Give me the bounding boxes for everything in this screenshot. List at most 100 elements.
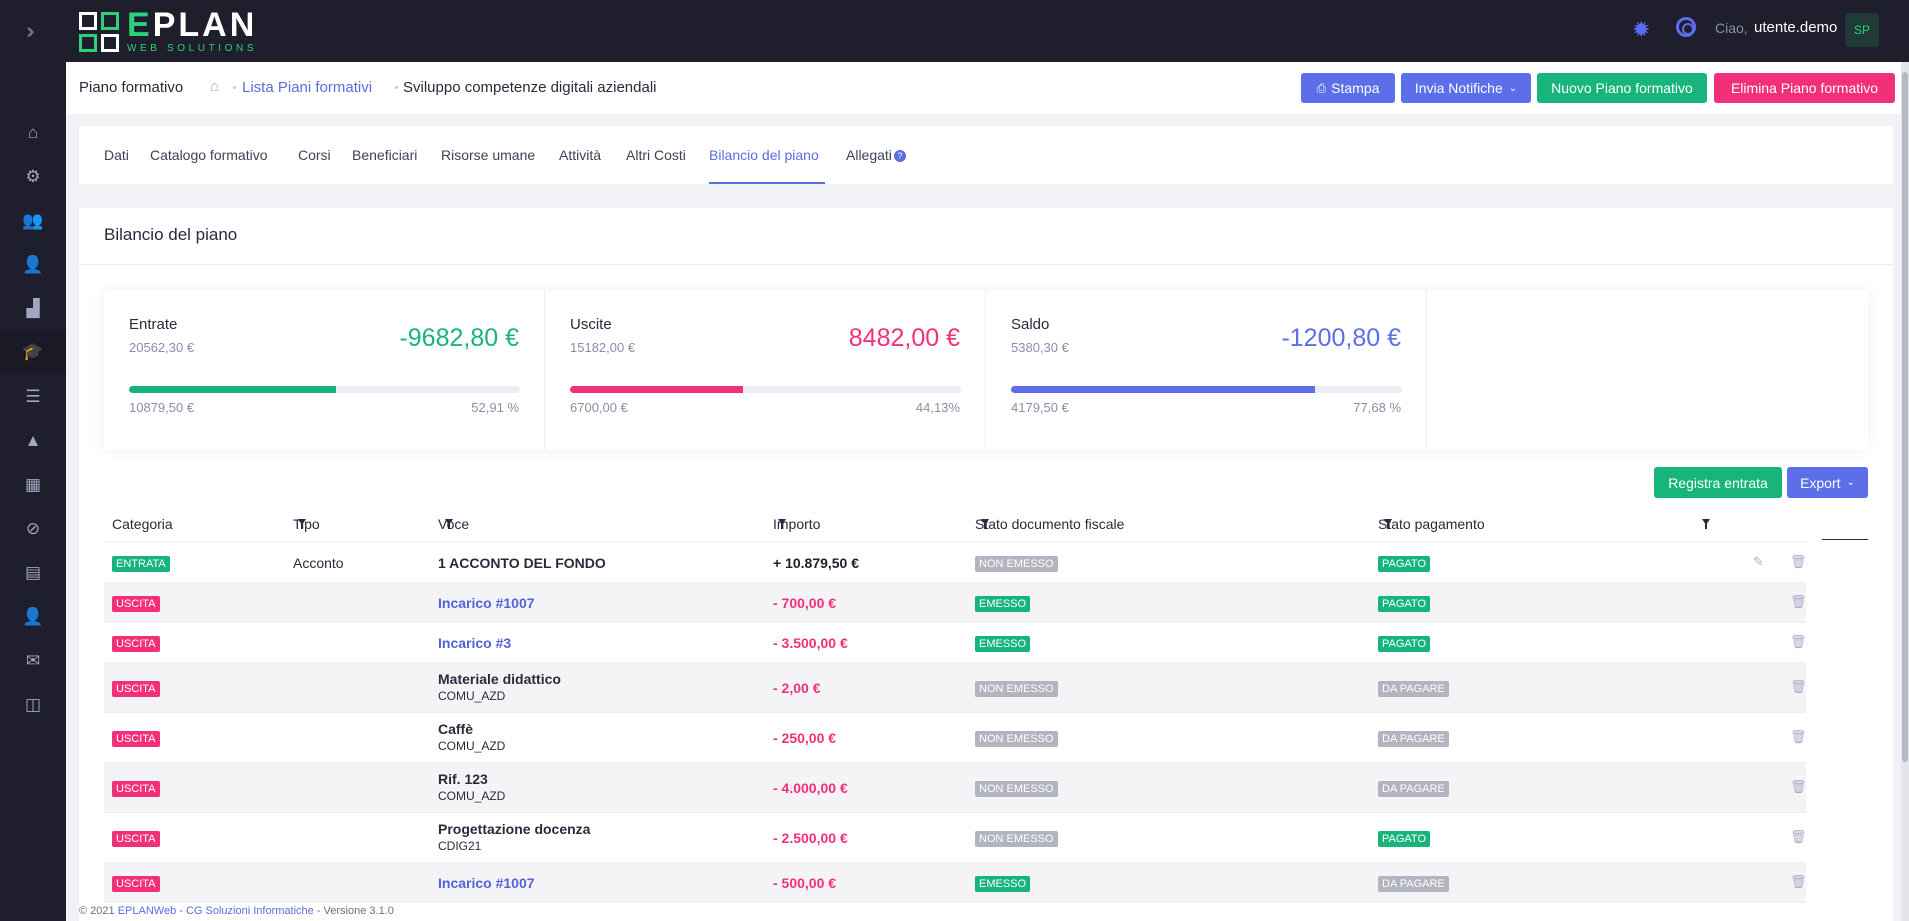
stat-value: -9682,80 € (399, 324, 519, 352)
tab-attivita[interactable]: Attività (559, 147, 602, 163)
trash-icon[interactable]: 🗑 (1790, 779, 1807, 794)
support-icon[interactable] (1676, 17, 1696, 37)
trash-icon[interactable]: 🗑 (1790, 679, 1807, 694)
trash-icon[interactable]: 🗑 (1790, 554, 1807, 569)
category-badge: ENTRATA (112, 556, 170, 572)
progress-fill (1011, 386, 1315, 393)
column-header-voce[interactable]: Voce (438, 516, 470, 532)
category-badge: USCITA (112, 681, 160, 697)
stat-percent: 52,91 % (471, 400, 519, 415)
table-row[interactable]: USCITA Incarico #1007 - 700,00 € EMESSO … (104, 583, 1807, 623)
user-lock-icon[interactable]: 👤 (22, 607, 44, 626)
user-icon[interactable]: 👤 (22, 255, 44, 274)
table-row[interactable]: USCITA Progettazione docenza CDIG21 - 2.… (104, 813, 1807, 863)
analytics-icon[interactable]: ◫ (24, 695, 42, 714)
progress-bar (570, 386, 961, 393)
table-row[interactable]: ENTRATA Acconto 1 ACCONTO DEL FONDO + 10… (104, 543, 1807, 583)
breadcrumb-current: Sviluppo competenze digitali aziendali (403, 79, 657, 96)
stat-partial: 10879,50 € (129, 400, 195, 415)
row-voce-link[interactable]: Incarico #1007 (438, 595, 535, 611)
trash-icon[interactable]: 🗑 (1790, 594, 1807, 609)
gear-icon[interactable]: ⚙ (25, 167, 41, 186)
table-header: Categoria Tipo Voce Importo Stato docume… (104, 506, 1806, 542)
users-icon[interactable]: 👥 (22, 211, 44, 230)
row-voce-link[interactable]: Incarico #1007 (438, 875, 535, 891)
tab-altri-costi[interactable]: Altri Costi (626, 147, 686, 163)
avatar[interactable]: SP (1845, 13, 1879, 47)
column-header-tipo[interactable]: Tipo (293, 516, 320, 532)
chevron-down-icon: ⌄ (1508, 82, 1518, 94)
trash-icon[interactable]: 🗑 (1790, 874, 1807, 889)
top-bar: ›› EPLAN WEB SOLUTIONS ✹ Ciao, utente.de… (0, 0, 1909, 62)
fiscal-status-badge: NON EMESSO (975, 831, 1058, 847)
breadcrumb-home-icon[interactable]: ⌂ (210, 78, 220, 95)
stat-saldo: Saldo 5380,30 € -1200,80 € 4179,50 € 77,… (986, 290, 1427, 450)
export-dropdown[interactable]: Export ⌄ (1787, 467, 1868, 498)
envelope-icon[interactable]: ✉ (25, 651, 41, 670)
row-voce: Caffè (438, 721, 474, 737)
warning-icon[interactable]: ▲ (24, 431, 42, 450)
column-header-stato-documento[interactable]: Stato documento fiscale (975, 516, 1125, 532)
stat-partial: 4179,50 € (1011, 400, 1069, 415)
paperclip-icon[interactable]: ⊘ (25, 519, 41, 538)
tab-catalogo-formativo[interactable]: Catalogo formativo (150, 147, 268, 163)
settings-gear-icon[interactable]: ✹ (1632, 17, 1651, 42)
home-icon[interactable]: ⌂ (27, 123, 39, 142)
stat-value: 8482,00 € (848, 324, 960, 352)
table-row[interactable]: USCITA Caffè COMU_AZD - 250,00 € NON EME… (104, 713, 1807, 763)
row-voce-link[interactable]: Incarico #3 (438, 635, 512, 651)
tab-dati[interactable]: Dati (104, 147, 129, 163)
vertical-scrollbar[interactable] (1901, 62, 1909, 921)
server-icon[interactable]: ☰ (25, 387, 41, 406)
footer-link[interactable]: EPLANWeb - CG Soluzioni Informatiche (117, 905, 314, 917)
tab-corsi[interactable]: Corsi (298, 147, 331, 163)
edit-icon[interactable]: ✎ (1753, 554, 1764, 569)
username[interactable]: utente.demo (1754, 19, 1838, 36)
progress-fill (570, 386, 743, 393)
table-row[interactable]: USCITA Materiale didattico COMU_AZD - 2,… (104, 663, 1807, 713)
trash-icon[interactable]: 🗑 (1790, 729, 1807, 744)
logo-mark (79, 11, 119, 52)
filter-icon[interactable] (778, 519, 786, 529)
row-importo: - 2,00 € (773, 680, 821, 696)
filter-icon[interactable] (298, 519, 306, 529)
column-header-importo[interactable]: Importo (773, 516, 821, 532)
column-header-categoria[interactable]: Categoria (112, 516, 173, 532)
table-row[interactable]: USCITA Incarico #3 - 3.500,00 € EMESSO P… (104, 623, 1807, 663)
category-badge: USCITA (112, 636, 160, 652)
tab-bilancio-del-piano[interactable]: Bilancio del piano (709, 147, 819, 163)
breadcrumb-link-lista[interactable]: Lista Piani formativi (242, 79, 373, 96)
tab-beneficiari[interactable]: Beneficiari (352, 147, 418, 163)
fiscal-status-badge: EMESSO (975, 596, 1031, 612)
delete-plan-button[interactable]: Elimina Piano formativo (1714, 73, 1895, 103)
table-row[interactable]: USCITA Rif. 123 COMU_AZD - 4.000,00 € NO… (104, 763, 1807, 813)
active-tab-indicator (709, 182, 825, 184)
greeting-label: Ciao, (1715, 20, 1748, 36)
sidebar-toggle-icon[interactable]: ›› (26, 18, 34, 43)
page-title: Piano formativo (79, 79, 184, 96)
logo[interactable]: EPLAN WEB SOLUTIONS (79, 8, 257, 54)
scrollbar-thumb[interactable] (1902, 72, 1908, 762)
send-notifications-dropdown[interactable]: Invia Notifiche ⌄ (1401, 73, 1531, 103)
filter-icon[interactable] (1384, 519, 1392, 529)
tab-risorse-umane[interactable]: Risorse umane (441, 147, 536, 163)
print-button[interactable]: ⎙ Stampa (1301, 73, 1395, 103)
column-header-stato-pagamento[interactable]: Stato pagamento (1378, 516, 1485, 532)
filter-icon[interactable] (1702, 519, 1710, 529)
table-row[interactable]: USCITA Incarico #1007 - 500,00 € EMESSO … (104, 863, 1807, 903)
calendar-icon[interactable]: ▦ (24, 475, 42, 494)
chart-icon[interactable]: ▟ (26, 299, 40, 318)
tab-allegati[interactable]: Allegati? (846, 147, 906, 163)
filter-icon[interactable] (981, 519, 989, 529)
tabs-bar: Dati Catalogo formativo Corsi Beneficiar… (79, 126, 1893, 184)
register-income-button[interactable]: Registra entrata (1654, 467, 1782, 498)
graduation-cap-icon[interactable]: 🎓 (0, 332, 66, 372)
fiscal-status-badge: EMESSO (975, 876, 1031, 892)
filter-icon[interactable] (445, 519, 453, 529)
payment-status-badge: DA PAGARE (1378, 876, 1449, 892)
archive-icon[interactable]: ▤ (24, 563, 42, 582)
trash-icon[interactable]: 🗑 (1790, 634, 1807, 649)
trash-icon[interactable]: 🗑 (1790, 829, 1807, 844)
stat-uscite: Uscite 15182,00 € 8482,00 € 6700,00 € 44… (545, 290, 986, 450)
new-plan-button[interactable]: Nuovo Piano formativo (1537, 73, 1707, 103)
